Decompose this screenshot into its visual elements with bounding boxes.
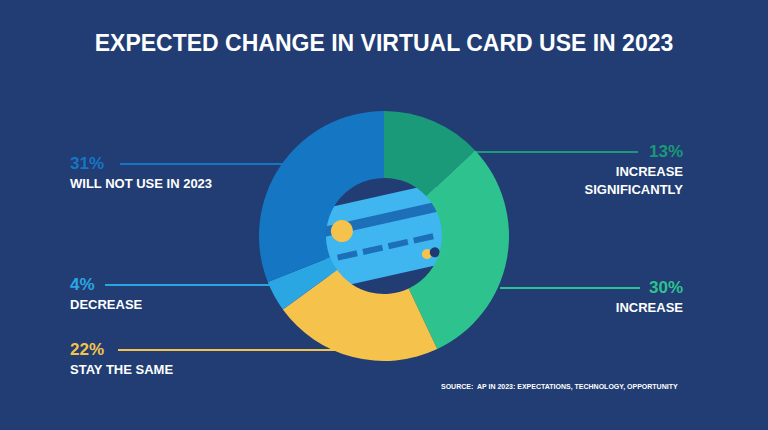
svg-text:4%: 4% bbox=[70, 275, 95, 294]
svg-text:SOURCE: AP IN 2023: EXPECTATI: SOURCE: AP IN 2023: EXPECTATIONS, TECHNO… bbox=[441, 383, 678, 391]
svg-text:WILL NOT USE IN 2023: WILL NOT USE IN 2023 bbox=[70, 176, 212, 191]
svg-text:INCREASE: INCREASE bbox=[616, 300, 684, 315]
svg-text:13%: 13% bbox=[649, 142, 683, 161]
svg-text:DECREASE: DECREASE bbox=[70, 297, 143, 312]
svg-text:30%: 30% bbox=[649, 278, 683, 297]
svg-text:STAY THE SAME: STAY THE SAME bbox=[70, 362, 173, 377]
svg-text:31%: 31% bbox=[70, 154, 104, 173]
svg-text:EXPECTED CHANGE IN VIRTUAL CAR: EXPECTED CHANGE IN VIRTUAL CARD USE IN 2… bbox=[95, 30, 674, 56]
svg-text:INCREASE: INCREASE bbox=[616, 164, 684, 179]
svg-text:SIGNIFICANTLY: SIGNIFICANTLY bbox=[585, 182, 684, 197]
svg-text:22%: 22% bbox=[70, 340, 104, 359]
